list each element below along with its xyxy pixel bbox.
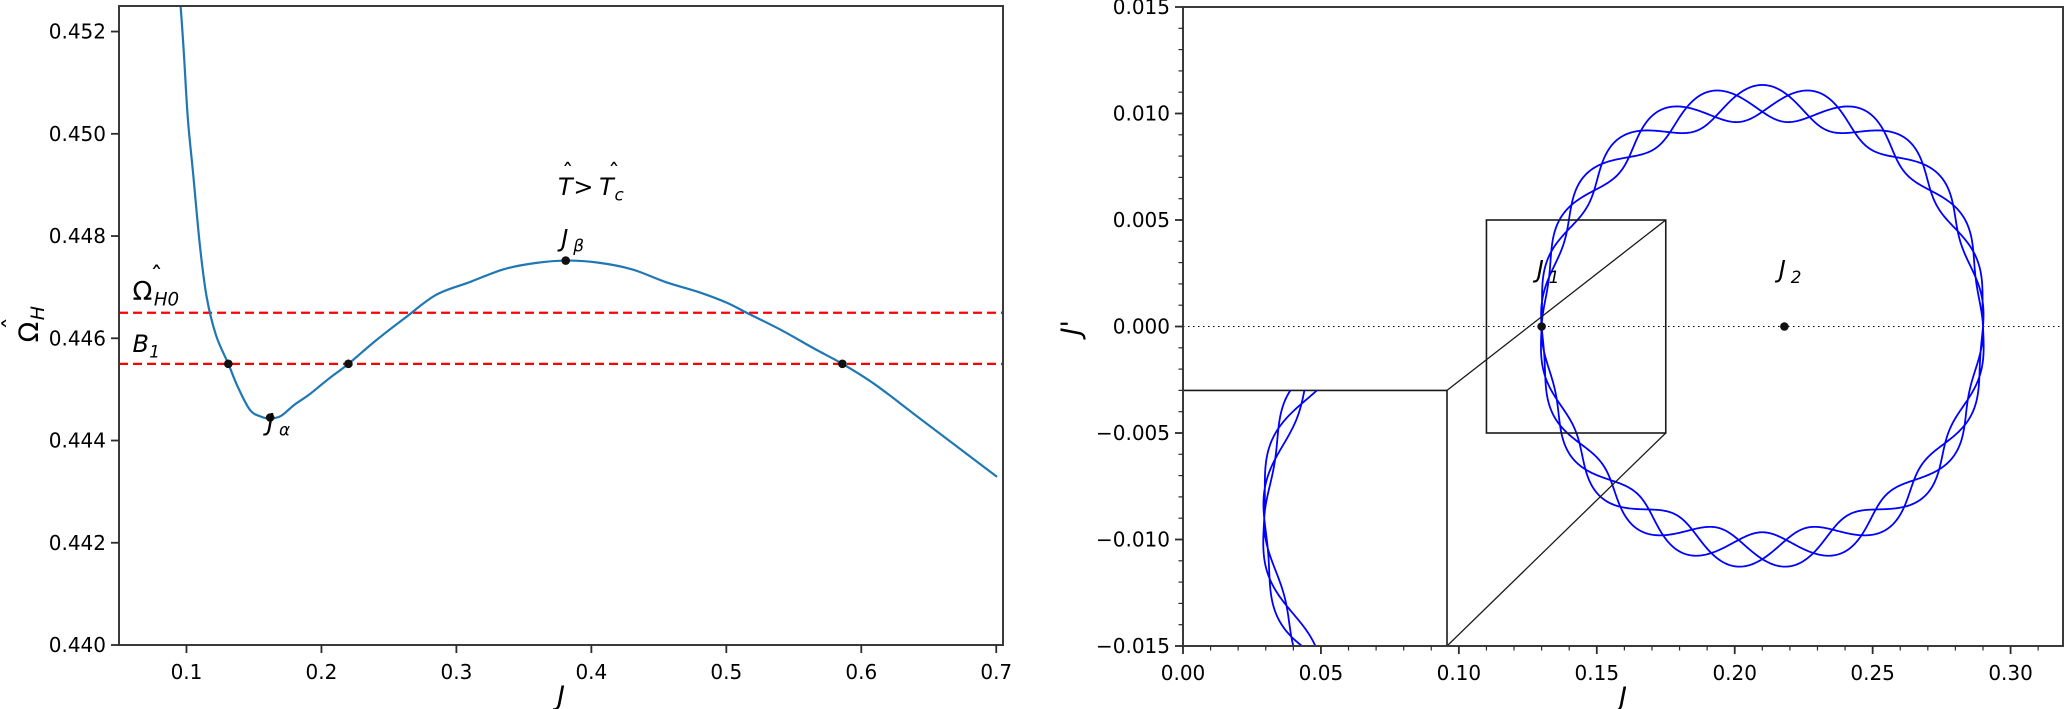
data-point-marker-4 [838,359,847,369]
omega-vs-J-plot: 0.1 0.2 0.3 0.4 0.5 0.6 0.7 0.440 0.442 0.444 0.44… [0,5,1012,709]
j-alpha-label-base: J [263,408,274,436]
j-alpha-label-sub: α [279,420,290,440]
omega-vs-J-ylabel-hat: ˆ [0,317,29,330]
Omega_H-curve [179,6,998,478]
data-point-marker-1 [265,413,275,422]
x-tick-label: 0.15 [1575,661,1620,685]
y-tick-label: 0.450 [49,122,106,146]
y-tick-label: 0.440 [49,633,106,657]
x-tick-label: 0.5 [710,660,742,684]
t-greater-tc-label-hat: ˆ [562,161,573,187]
x-tick-label: 0.1 [171,660,203,684]
t-greater-tc-label-base: T [558,173,575,201]
omega-vs-J-xlabel: J [552,681,565,709]
quasiperiodic-orbit [1540,84,1985,568]
orbit-J-Jprime-ylabel-base: J' [1056,320,1087,340]
omega-h0-label-sub: H0 [154,290,179,311]
x-tick-label: 0.20 [1712,661,1757,685]
x-tick-label: 0.6 [845,660,877,684]
x-tick-label: 0.7 [980,660,1012,684]
y-tick-label: 0.015 [1113,0,1170,19]
t-greater-tc-label-hat: ˆ [608,161,619,187]
data-point-marker-0 [224,359,233,369]
y-tick-label: −0.015 [1096,634,1170,658]
orbit-J-Jprime-ylabel: J' [1056,320,1087,340]
j2-label-sub: 2 [1791,267,1802,287]
omega-vs-J-ticks: 0.1 0.2 0.3 0.4 0.5 0.6 0.7 0.440 0.442 0.444 0.44… [49,20,1012,684]
x-tick-label: 0.05 [1299,661,1344,685]
omega-vs-J-ylabel-sub: H [27,306,49,320]
orbit-J-Jprime-xlabel: J [1614,682,1627,709]
y-tick-label: 0.442 [49,531,106,555]
b1-label-sub: 1 [149,341,160,361]
x-tick-label: 0.25 [1850,661,1895,685]
j2-label-base: J [1775,256,1786,284]
x-tick-label: 0.2 [306,660,338,684]
x-tick-label: 0.00 [1161,661,1206,685]
y-tick-label: 0.448 [49,224,106,248]
y-tick-label: −0.010 [1096,528,1170,552]
y-tick-label: 0.446 [49,326,106,350]
t-greater-tc-label-sub: c [614,184,623,204]
data-point-marker-3 [561,256,571,265]
omega-vs-J-spines [118,5,1004,646]
omega-vs-J-ylabel-base: Ω [14,322,45,343]
y-tick-label: 0.452 [49,20,106,44]
y-tick-label: 0.444 [49,429,106,453]
y-tick-label: 0.010 [1113,102,1170,126]
j-beta-label-base: J [557,224,568,252]
x-tick-label: 0.10 [1437,661,1482,685]
inset-connector-top [1446,219,1667,391]
y-tick-label: 0.000 [1113,315,1170,339]
inset-connector-bottom [1446,432,1667,647]
y-tick-label: −0.005 [1096,421,1170,445]
j1-label-sub: 1 [1549,267,1560,287]
zoom-region-rect [1485,219,1667,434]
t-greater-tc-label-base: > [573,173,593,201]
inset-magnified-orbit [1262,390,1319,646]
x-tick-label: 0.4 [575,660,607,684]
orbit-J-Jprime-ylabel-group: J' [1056,320,1087,340]
omega-vs-J-ylabel: ΩHˆ [0,306,49,342]
omega-h0-label-hat: ˆ [150,261,162,290]
orbit-J-Jprime-plot: 0.00 0.05 0.10 0.15 0.20 0.25 0.30 −0.015 −0.010… [1056,0,2064,709]
omega-vs-J-ylabel-group: ΩHˆ [0,306,49,342]
data-point-marker-1 [1780,322,1789,331]
omega-h0-label: Ω H0ˆ [132,261,179,310]
omega-h0-label-base: Ω [132,277,152,307]
j1-label-base: J [1533,256,1544,284]
x-tick-label: 0.30 [1988,661,2033,685]
data-point-marker-0 [1537,322,1546,331]
j-beta-label-sub: β [572,236,584,256]
orbit-J-Jprime-ticks: 0.00 0.05 0.10 0.15 0.20 0.25 0.30 −0.015 −0.010… [1096,0,2039,685]
data-point-marker-2 [344,359,353,369]
x-tick-label: 0.3 [440,660,472,684]
t-greater-tc-label-base: T [599,173,616,201]
y-tick-label: 0.005 [1113,208,1170,232]
b1-label-base: B [132,330,148,358]
